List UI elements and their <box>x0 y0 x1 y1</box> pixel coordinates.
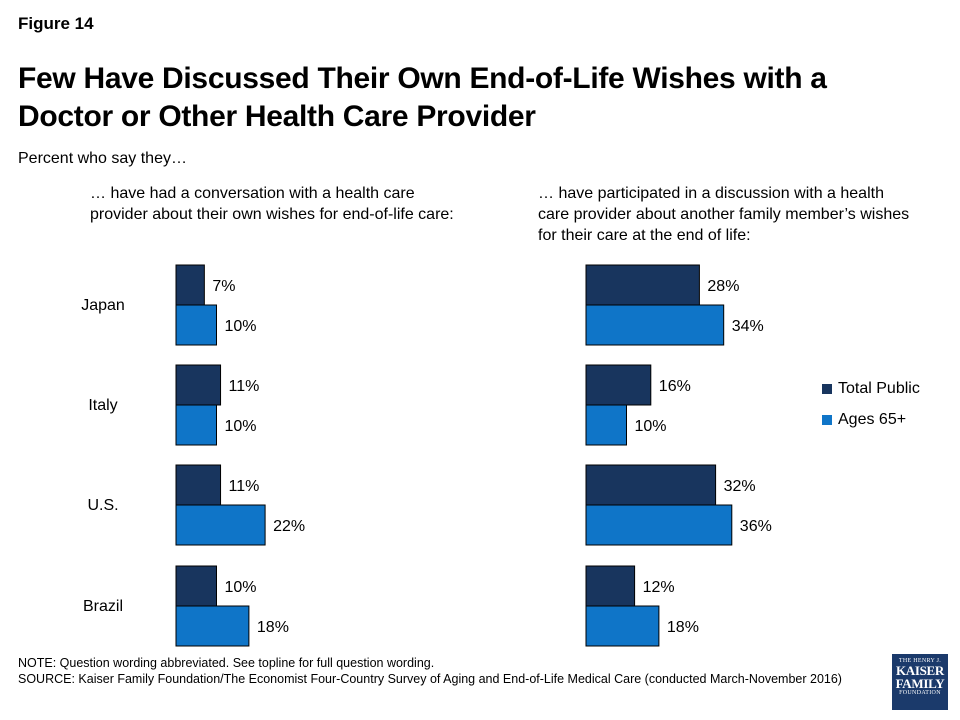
data-label-panel1-u-s-total-public: 11% <box>229 478 260 495</box>
bar-panel2-italy-ages-65 <box>585 404 627 446</box>
bar-panel1-italy-ages-65 <box>175 404 217 446</box>
data-label-panel2-japan-ages-65: 34% <box>732 318 764 335</box>
data-label-panel2-u-s-total-public: 32% <box>724 478 756 495</box>
category-label-japan: Japan <box>81 297 125 314</box>
data-label-panel2-japan-total-public: 28% <box>707 278 739 295</box>
data-label-panel1-u-s-ages-65: 22% <box>273 518 305 535</box>
bar-panel2-italy-total-public <box>585 364 652 406</box>
legend-swatch-total-public <box>822 384 832 394</box>
bar-panel1-japan-total-public <box>175 264 205 306</box>
bar-panel1-brazil-ages-65 <box>175 605 250 647</box>
data-label-panel2-italy-ages-65: 10% <box>635 418 667 435</box>
footnote: NOTE: Question wording abbreviated. See … <box>18 655 868 687</box>
category-label-u-s: U.S. <box>87 497 118 514</box>
bar-panel2-u-s-total-public <box>585 464 717 506</box>
chart-subtitle: Percent who say they… <box>18 150 187 167</box>
legend-label-ages-65: Ages 65+ <box>838 411 907 428</box>
data-label-panel1-brazil-total-public: 10% <box>225 579 257 596</box>
bar-panel2-brazil-total-public <box>585 565 636 607</box>
bar-panel2-u-s-ages-65 <box>585 504 733 546</box>
data-label-panel2-italy-total-public: 16% <box>659 378 691 395</box>
bar-panel1-u-s-ages-65 <box>175 504 266 546</box>
right-panel-title: … have participated in a discussion with… <box>538 185 910 244</box>
bar-panel2-japan-total-public <box>585 264 700 306</box>
kff-logo: THE HENRY J. KAISER FAMILY FOUNDATION <box>892 654 948 710</box>
left-panel-title: … have had a conversation with a health … <box>90 185 454 223</box>
source-text: SOURCE: Kaiser Family Foundation/The Eco… <box>18 672 842 686</box>
category-label-brazil: Brazil <box>83 598 123 615</box>
bar-panel2-brazil-ages-65 <box>585 605 660 647</box>
bar-panel1-japan-ages-65 <box>175 304 217 346</box>
data-label-panel1-italy-total-public: 11% <box>229 378 260 395</box>
data-label-panel2-brazil-total-public: 12% <box>643 579 675 596</box>
legend-item-ages-65: Ages 65+ <box>822 411 906 429</box>
data-label-panel1-japan-total-public: 7% <box>212 278 235 295</box>
data-label-panel1-brazil-ages-65: 18% <box>257 619 289 636</box>
bar-panel1-u-s-total-public <box>175 464 222 506</box>
bar-panel1-brazil-total-public <box>175 565 217 607</box>
data-label-panel2-u-s-ages-65: 36% <box>740 518 772 535</box>
category-label-italy: Italy <box>88 397 117 414</box>
legend-label-total-public: Total Public <box>838 380 920 397</box>
bar-panel2-japan-ages-65 <box>585 304 725 346</box>
data-label-panel1-japan-ages-65: 10% <box>225 318 257 335</box>
figure-label: Figure 14 <box>18 14 94 33</box>
legend-swatch-ages-65 <box>822 415 832 425</box>
legend-item-total-public: Total Public <box>822 380 920 398</box>
data-label-panel2-brazil-ages-65: 18% <box>667 619 699 636</box>
data-label-panel1-italy-ages-65: 10% <box>225 418 257 435</box>
bar-panel1-italy-total-public <box>175 364 222 406</box>
chart-title: Few Have Discussed Their Own End-of-Life… <box>18 62 827 133</box>
note-text: NOTE: Question wording abbreviated. See … <box>18 656 435 670</box>
